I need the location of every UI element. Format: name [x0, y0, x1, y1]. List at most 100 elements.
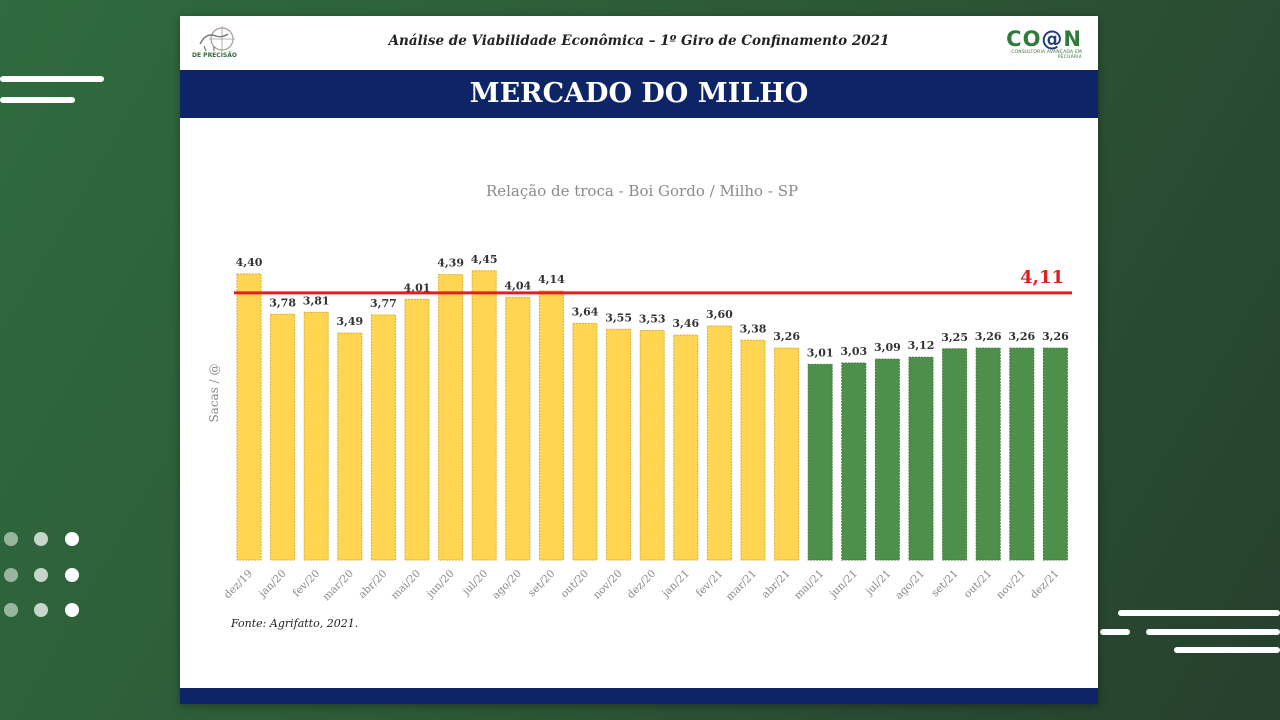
header-title: Análise de Viabilidade Econômica – 1º Gi… [388, 33, 890, 49]
data-label: 3,26 [1008, 330, 1035, 343]
reference-line-label: 4,11 [1020, 267, 1064, 288]
x-tick-label: out/20 [558, 568, 591, 601]
x-tick-label: set/21 [929, 568, 961, 600]
x-tick-label: fev/20 [291, 568, 323, 600]
x-tick-label: abr/20 [356, 568, 389, 601]
x-tick-label: jun/21 [826, 568, 860, 602]
precision-logo-text: DE PRECISÃO [192, 52, 237, 59]
data-label: 3,01 [807, 346, 834, 359]
data-label: 4,39 [437, 257, 464, 270]
bar-ago-20 [505, 296, 531, 561]
x-tick-label: dez/20 [625, 568, 658, 601]
precision-logo: DE PRECISÃO [192, 24, 240, 64]
data-label: 3,77 [370, 297, 397, 310]
coan-logo-wordmark: CO@N [1006, 27, 1082, 51]
bar-fev-21 [706, 325, 732, 561]
data-label: 3,38 [740, 322, 767, 335]
bar-mar-20 [337, 332, 363, 561]
decor-line [0, 76, 104, 82]
bar-jun-20 [438, 274, 464, 561]
x-tick-label: jan/21 [659, 568, 692, 601]
decor-line [1146, 629, 1280, 635]
x-tick-label: mai/21 [792, 568, 826, 602]
bar-abr-20 [370, 314, 396, 561]
decor-line [1118, 610, 1280, 616]
data-label: 3,81 [303, 294, 330, 307]
data-label: 3,12 [908, 339, 935, 352]
bar-set-21 [942, 348, 968, 561]
x-tick-label: set/20 [526, 568, 558, 600]
decor-dot [65, 532, 79, 546]
x-tick-label: nov/20 [591, 568, 625, 602]
decor-dot [4, 532, 18, 546]
coan-logo: CO@N CONSULTORIA AVANÇADA EM PECUÁRIA [990, 28, 1082, 68]
data-label: 3,09 [874, 341, 901, 354]
bar-nov-20 [606, 328, 632, 561]
slide: DE PRECISÃO Análise de Viabilidade Econô… [180, 16, 1098, 704]
page-title: MERCADO DO MILHO [180, 70, 1098, 118]
x-tick-label: jul/20 [459, 568, 490, 599]
bar-chart: Relação de troca - Boi Gordo / Milho - S… [207, 182, 1072, 603]
decor-dot [65, 603, 79, 617]
data-label: 3,25 [941, 331, 968, 344]
data-label: 4,01 [404, 281, 431, 294]
decor-line [0, 97, 75, 103]
data-label: 3,49 [336, 315, 363, 328]
x-tick-label: mar/20 [320, 568, 355, 603]
x-tick-label: jul/21 [862, 568, 893, 599]
decor-line [1174, 647, 1280, 653]
decor-line [1100, 629, 1130, 635]
x-tick-label: nov/21 [994, 568, 1028, 602]
data-label: 3,26 [773, 330, 800, 343]
x-tick-label: out/21 [962, 568, 995, 601]
bar-mar-21 [740, 339, 766, 561]
bar-dez-20 [639, 330, 665, 561]
decor-dot [34, 603, 48, 617]
data-label: 4,04 [504, 279, 531, 292]
x-tick-label: mar/21 [724, 568, 759, 603]
x-tick-label: fev/21 [694, 568, 726, 600]
x-tick-label: dez/21 [1028, 568, 1061, 601]
cattle-logo-icon [199, 26, 235, 52]
decor-dot [4, 568, 18, 582]
bar-out-21 [975, 347, 1001, 561]
x-tick-label: dez/19 [222, 568, 255, 601]
data-label: 3,55 [605, 311, 632, 324]
decor-dot [4, 603, 18, 617]
bar-mai-21 [807, 363, 833, 561]
chart-title: Relação de troca - Boi Gordo / Milho - S… [486, 182, 798, 200]
bar-set-20 [538, 290, 564, 561]
data-label: 3,26 [975, 330, 1002, 343]
bar-jul-21 [874, 358, 900, 561]
coan-logo-tagline: CONSULTORIA AVANÇADA EM PECUÁRIA [1011, 50, 1082, 60]
slide-header: DE PRECISÃO Análise de Viabilidade Econô… [180, 16, 1098, 70]
bar-jul-20 [471, 270, 497, 561]
bar-out-20 [572, 322, 598, 561]
x-tick-label: abr/21 [760, 568, 793, 601]
data-label: 4,40 [236, 256, 263, 269]
data-label: 3,26 [1042, 330, 1069, 343]
bar-mai-20 [404, 298, 430, 561]
data-label: 4,45 [471, 253, 498, 266]
y-axis-label: Sacas / @ [207, 363, 221, 422]
x-tick-label: ago/21 [893, 568, 927, 602]
decor-dot [65, 568, 79, 582]
data-label: 4,14 [538, 273, 565, 286]
x-tick-label: mai/20 [389, 568, 423, 602]
x-tick-label: jun/20 [423, 568, 457, 602]
decor-dot [34, 532, 48, 546]
bar-jan-20 [270, 313, 296, 561]
source-note: Fonte: Agrifatto, 2021. [231, 617, 359, 630]
decor-dot [34, 568, 48, 582]
bar-fev-20 [303, 311, 329, 561]
x-tick-label: jan/20 [255, 568, 288, 601]
data-label: 3,53 [639, 313, 666, 326]
x-tick-label: ago/20 [490, 568, 524, 602]
bar-ago-21 [908, 356, 934, 561]
data-label: 3,78 [269, 296, 296, 309]
data-label: 3,46 [672, 317, 699, 330]
bar-jan-21 [673, 334, 699, 561]
bar-abr-21 [774, 347, 800, 561]
slide-footer-bar [180, 688, 1098, 704]
bar-dez-19 [236, 273, 262, 561]
